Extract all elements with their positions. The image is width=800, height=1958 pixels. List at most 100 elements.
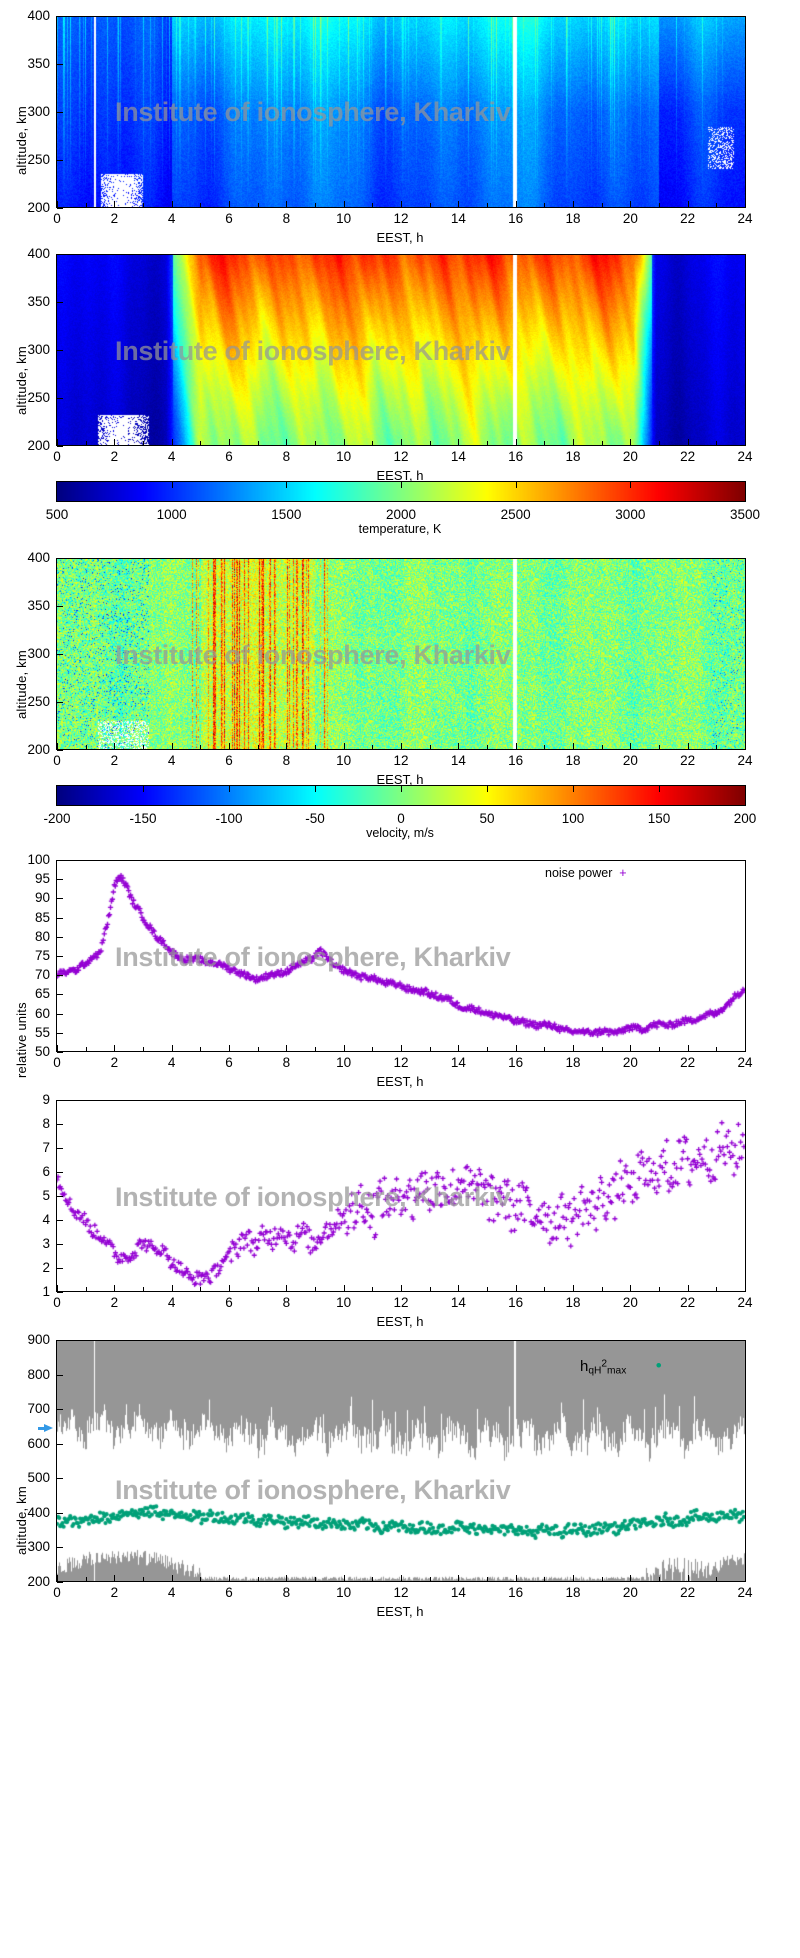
y-tick-mark-etemp-200 xyxy=(57,446,63,447)
x-minor-tick-vel-7 xyxy=(258,745,259,749)
x-tick-label-ion-14: 14 xyxy=(450,211,466,226)
x-tick-label-etemp-10: 10 xyxy=(336,449,352,464)
x-tick-label-noise-22: 22 xyxy=(680,1055,696,1070)
x-minor-tick-conf-1 xyxy=(86,1577,87,1581)
y-tick-mark-conf-800 xyxy=(57,1375,63,1376)
x-tick-label-vel-12: 12 xyxy=(393,753,409,768)
x-tick-mark-ion-16 xyxy=(516,201,517,207)
y-tick-label-etemp-300: 300 xyxy=(27,342,50,357)
x-minor-tick-vel-21 xyxy=(659,745,660,749)
x-axis-label-ion: EEST, h xyxy=(376,230,424,245)
plot-area-ion-temperature xyxy=(56,16,746,208)
x-tick-mark-etemp-20 xyxy=(630,439,631,445)
x-tick-mark-q-12 xyxy=(401,1285,402,1291)
x-tick-label-vel-10: 10 xyxy=(336,753,352,768)
y-tick-label-q-5: 5 xyxy=(42,1188,50,1203)
y-tick-label-noise-70: 70 xyxy=(34,967,50,983)
x-tick-mark-ion-22 xyxy=(688,201,689,207)
x-tick-label-vel-14: 14 xyxy=(450,753,466,768)
x-tick-mark-conf-14 xyxy=(458,1575,459,1581)
altitude-marker-arrow-tail xyxy=(38,1427,45,1430)
x-tick-mark-noise-0 xyxy=(57,1045,58,1051)
x-tick-mark-noise-6 xyxy=(229,1045,230,1051)
x-tick-mark-noise-4 xyxy=(172,1045,173,1051)
x-minor-tick-vel-19 xyxy=(602,745,603,749)
x-tick-mark-vel-6 xyxy=(229,743,230,749)
x-tick-label-ion-4: 4 xyxy=(167,211,176,226)
colorbar-temperature-tickmark-1000 xyxy=(172,482,173,488)
y-tick-mark-q-9 xyxy=(57,1100,63,1101)
y-tick-mark-conf-500 xyxy=(57,1478,63,1479)
x-tick-mark-noise-24 xyxy=(745,1045,746,1051)
colorbar-velocity-tick--100: -100 xyxy=(215,811,243,826)
x-tick-mark-vel-0 xyxy=(57,743,58,749)
x-tick-mark-conf-24 xyxy=(745,1575,746,1581)
x-minor-tick-q-13 xyxy=(430,1287,431,1291)
x-minor-tick-ion-7 xyxy=(258,203,259,207)
x-tick-mark-vel-18 xyxy=(573,743,574,749)
x-tick-label-noise-16: 16 xyxy=(508,1055,524,1070)
x-tick-mark-etemp-22 xyxy=(688,439,689,445)
y-tick-label-noise-90: 90 xyxy=(34,890,50,906)
y-tick-label-conf-600: 600 xyxy=(27,1435,50,1451)
y-tick-mark-q-4 xyxy=(57,1220,63,1221)
x-tick-label-conf-10: 10 xyxy=(336,1585,352,1600)
x-minor-tick-ion-11 xyxy=(372,203,373,207)
plot-area-q-factor xyxy=(56,1100,746,1292)
x-minor-tick-vel-11 xyxy=(372,745,373,749)
x-minor-tick-vel-15 xyxy=(487,745,488,749)
x-tick-mark-vel-14 xyxy=(458,743,459,749)
x-tick-mark-noise-16 xyxy=(516,1045,517,1051)
x-minor-tick-ion-5 xyxy=(200,203,201,207)
colorbar-velocity-tickmark-150 xyxy=(659,786,660,792)
x-tick-label-conf-8: 8 xyxy=(282,1585,291,1600)
colorbar-velocity-tickmark--50 xyxy=(315,786,316,792)
x-tick-mark-ion-6 xyxy=(229,201,230,207)
x-tick-label-conf-0: 0 xyxy=(53,1585,61,1600)
y-tick-mark-etemp-400 xyxy=(57,254,63,255)
y-tick-mark-vel-300 xyxy=(57,654,63,655)
colorbar-velocity-tick--150: -150 xyxy=(129,811,157,826)
x-tick-label-conf-24: 24 xyxy=(737,1585,753,1600)
x-tick-label-q-2: 2 xyxy=(110,1295,119,1310)
colorbar-temperature-gradient xyxy=(56,481,746,502)
x-tick-label-vel-24: 24 xyxy=(737,753,753,768)
x-tick-mark-q-0 xyxy=(57,1285,58,1291)
x-tick-label-conf-16: 16 xyxy=(508,1585,524,1600)
x-tick-mark-vel-12 xyxy=(401,743,402,749)
x-tick-label-vel-0: 0 xyxy=(53,753,61,768)
x-minor-tick-conf-5 xyxy=(200,1577,201,1581)
y-tick-label-noise-95: 95 xyxy=(34,871,50,887)
x-minor-tick-noise-17 xyxy=(544,1047,545,1051)
y-tick-label-conf-900: 900 xyxy=(27,1332,50,1347)
colorbar-temperature-tickmark-1500 xyxy=(286,482,287,488)
x-tick-label-vel-22: 22 xyxy=(680,753,696,768)
x-tick-mark-conf-8 xyxy=(286,1575,287,1581)
y-tick-mark-q-5 xyxy=(57,1196,63,1197)
y-tick-mark-conf-300 xyxy=(57,1547,63,1548)
y-tick-label-noise-55: 55 xyxy=(34,1024,50,1040)
x-tick-label-etemp-14: 14 xyxy=(450,449,466,464)
x-minor-tick-q-5 xyxy=(200,1287,201,1291)
x-minor-tick-noise-7 xyxy=(258,1047,259,1051)
x-tick-mark-ion-4 xyxy=(172,201,173,207)
altitude-marker-arrow-icon xyxy=(44,1424,53,1432)
y-tick-mark-conf-200 xyxy=(57,1582,63,1583)
x-tick-label-noise-24: 24 xyxy=(737,1055,753,1070)
x-tick-mark-conf-12 xyxy=(401,1575,402,1581)
y-tick-mark-etemp-300 xyxy=(57,350,63,351)
x-tick-label-q-6: 6 xyxy=(225,1295,233,1310)
y-tick-label-conf-300: 300 xyxy=(27,1539,50,1555)
y-tick-mark-q-2 xyxy=(57,1268,63,1269)
y-tick-mark-conf-600 xyxy=(57,1444,63,1445)
y-tick-mark-vel-350 xyxy=(57,606,63,607)
x-tick-label-conf-4: 4 xyxy=(167,1585,176,1600)
colorbar-temperature-tick-2500: 2500 xyxy=(500,507,531,522)
x-tick-mark-etemp-14 xyxy=(458,439,459,445)
x-tick-label-etemp-16: 16 xyxy=(508,449,524,464)
colorbar-velocity-tickmark-50 xyxy=(487,786,488,792)
x-minor-tick-ion-17 xyxy=(544,203,545,207)
x-tick-label-etemp-6: 6 xyxy=(225,449,233,464)
x-tick-label-ion-8: 8 xyxy=(282,211,291,226)
